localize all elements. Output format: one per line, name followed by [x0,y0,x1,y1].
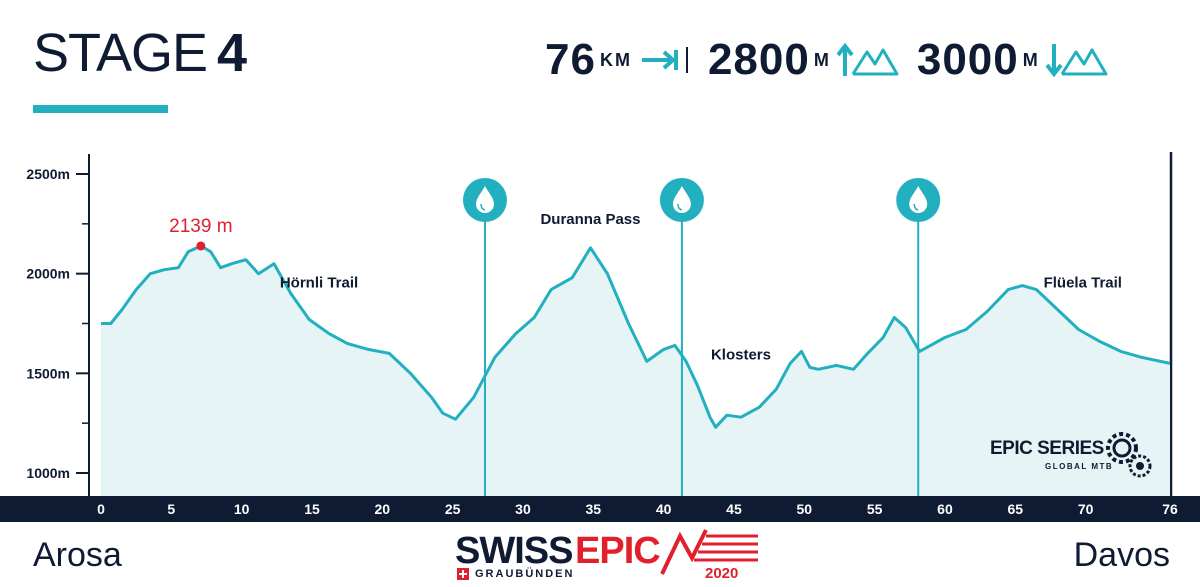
elevation-loss-unit: M [1022,49,1040,70]
profile-area [101,246,1170,496]
water-drop-icon [462,178,507,222]
x-tick-label: 65 [1007,501,1023,517]
x-axis-band [0,496,1200,522]
series-sub: GLOBAL MTB [1045,462,1114,471]
elevation-loss-icon [1045,44,1108,78]
route-annotation: Flüela Trail [1044,275,1122,292]
y-tick-label: 1500m [26,365,70,381]
stage-number: 4 [217,23,247,83]
x-tick-label: 70 [1078,501,1094,517]
profile-line [101,244,1171,429]
peak-marker [196,241,206,251]
end-city: Davos [1073,536,1170,574]
x-tick-label: 35 [586,501,602,517]
logo-year: 2020 [705,565,739,582]
route-annotation: Klosters [711,346,771,363]
logo-epic: EPIC [575,530,661,572]
x-tick-label: 30 [515,501,531,517]
logo-swiss: SWISS [455,530,573,572]
x-tick-label: 25 [445,501,461,517]
water-drop-icon [896,178,941,222]
x-tick-label: 45 [726,501,742,517]
distance-arrow-icon [641,47,688,73]
x-tick-label: 5 [167,501,175,517]
x-tick-label: 50 [797,501,813,517]
route-annotation: Duranna Pass [540,211,640,228]
y-tick-label: 2000m [26,266,70,282]
x-tick-label: 76 [1162,501,1178,517]
distance-stat: 76 KM [545,38,690,82]
x-tick-label: 20 [375,501,391,517]
distance-unit: KM [599,49,632,70]
distance-value: 76 [545,35,596,84]
logo-canton: GRAUBÜNDEN [475,568,575,580]
x-tick-label: 60 [937,501,953,517]
gear-icon [1106,432,1152,478]
elevation-gain-unit: M [813,49,831,70]
y-tick-label: 1000m [26,465,70,481]
x-tick-label: 55 [867,501,883,517]
stage-word: STAGE [33,23,208,83]
elevation-gain-value: 2800 [707,35,810,84]
mountain-stripes-icon [660,529,758,575]
elevation-gain-icon [836,42,899,76]
x-tick-label: 40 [656,501,672,517]
elevation-loss-value: 3000 [916,35,1019,84]
peak-label: 2139 m [169,216,232,237]
series-name: EPIC SERIES [990,438,1104,459]
stage-stats: 76 KM 2800 M 3000 M [545,38,1126,82]
x-tick-label: 0 [97,501,105,517]
title-underline [33,105,168,113]
stage-title: STAGE 4 [33,23,247,83]
elevation-loss-stat: 3000 M [917,38,1108,82]
swiss-epic-logo: SWISS EPIC GRAUBÜNDEN 2020 [455,528,765,584]
swiss-flag-icon [457,568,469,580]
y-tick-label: 2500m [26,166,70,182]
start-city: Arosa [33,536,122,574]
water-drop-icon [659,178,704,222]
elevation-profile-chart: 1000m 1500m 2000m 2500m 2139 m Hörnli Trail Du… [0,152,1200,522]
x-tick-label: 10 [234,501,250,517]
route-annotation: Hörnli Trail [280,275,358,292]
epic-series-logo: EPIC SERIES GLOBAL MTB [990,428,1160,484]
x-tick-label: 15 [304,501,320,517]
elevation-gain-stat: 2800 M [708,38,899,82]
